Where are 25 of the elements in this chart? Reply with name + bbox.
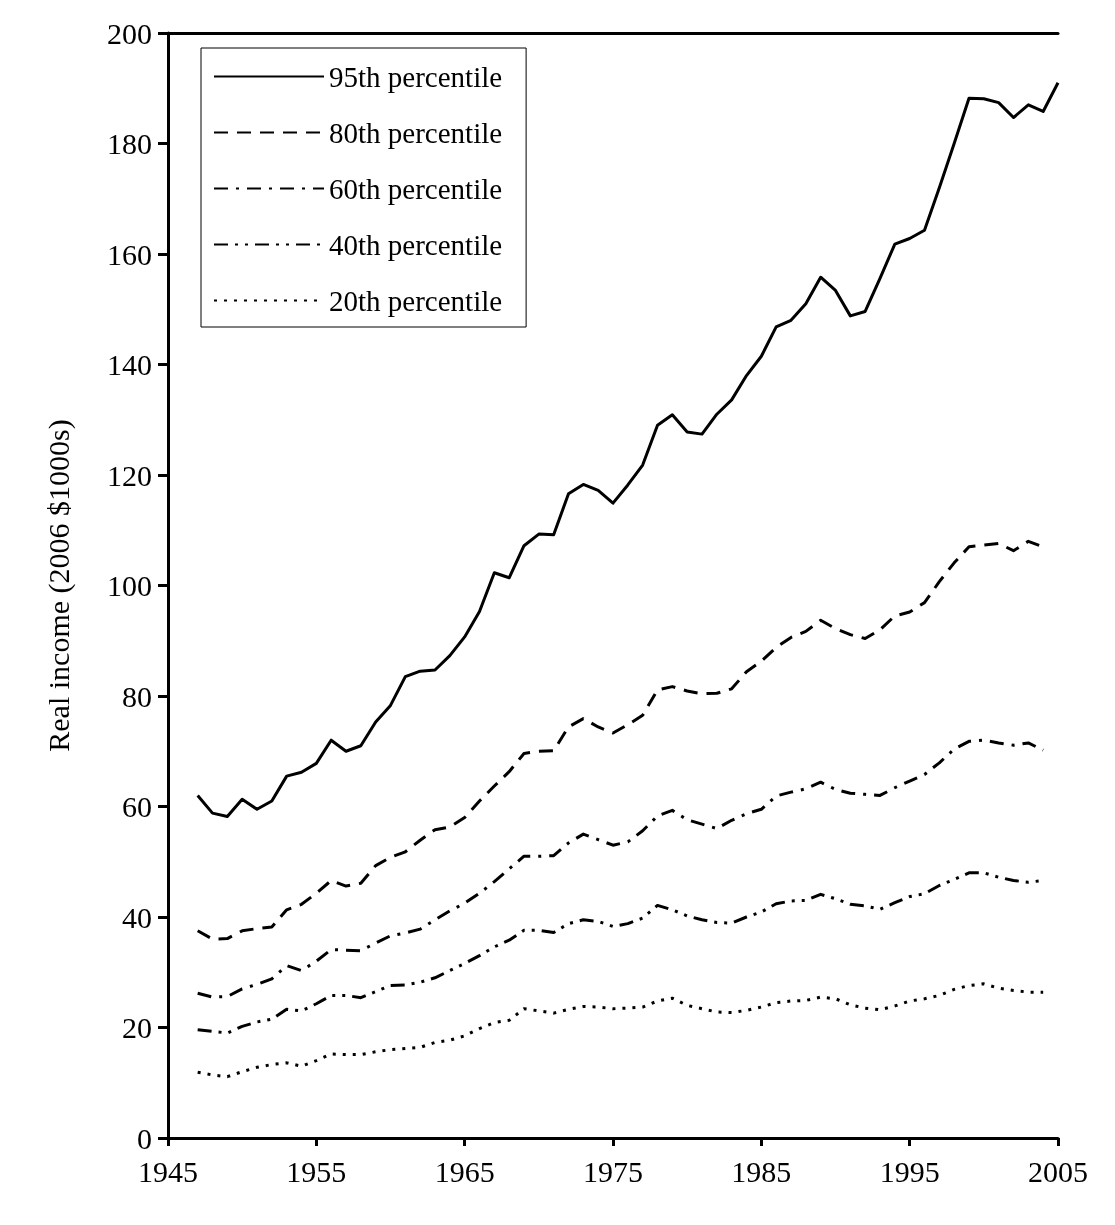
y-tick-label: 100 [107,569,152,602]
y-tick-label: 120 [107,458,152,492]
y-tick-label: 180 [107,127,152,160]
x-tick-label: 1995 [879,1154,940,1188]
x-tick-label: 1945 [138,1154,198,1188]
x-tick-label: 1975 [583,1154,643,1188]
y-tick-label: 80 [122,679,152,713]
y-tick-label: 160 [107,237,152,271]
y-tick-label: 200 [107,16,152,50]
line-series [196,982,1045,1079]
legend-label: 20th percentile [329,284,503,317]
x-tick-label: 1965 [434,1154,495,1188]
y-tick-label: 0 [137,1121,152,1155]
y-axis-title: Real income (2006 $1000s) [41,419,76,752]
x-tick-label: 2005 [1028,1154,1088,1188]
legend-label: 40th percentile [329,228,503,261]
y-tick-label: 20 [122,1011,152,1044]
x-tick-label: 1955 [286,1154,347,1188]
y-tick-label: 140 [107,348,152,381]
y-tick-label: 60 [122,790,152,823]
legend-label: 80th percentile [329,116,503,149]
legend-label: 60th percentile [329,172,503,205]
legend-label: 95th percentile [329,60,503,93]
y-tick-label: 40 [122,900,152,934]
x-tick-label: 1985 [731,1154,792,1188]
